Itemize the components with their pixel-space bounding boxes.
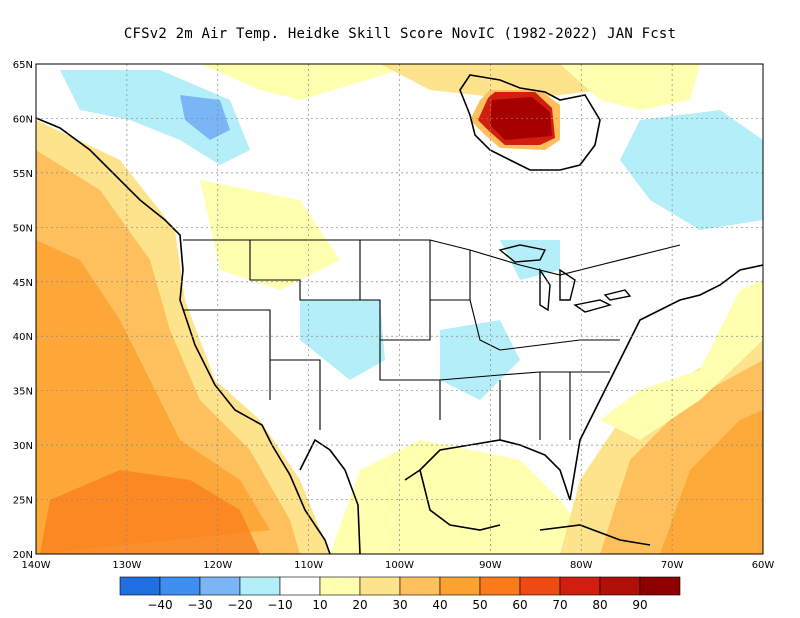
lon-tick-label: 130W [112,560,141,571]
colorbar-swatch [599,576,641,596]
latitude-axis: 65N 60N 55N 50N 45N 40N 35N 30N 25N 20N [13,60,33,561]
lon-tick-label: 120W [203,560,232,571]
colorbar-tick-label: 10 [312,598,327,612]
great-lakes [498,244,632,313]
longitude-axis: 140W 130W 120W 110W 100W 90W 80W 70W 60W [22,560,775,571]
colorbar-labels: −40 −30 −20 −10 10 20 30 40 50 60 70 80 90 [147,598,647,612]
colorbar-tick-label: −40 [147,598,172,612]
lat-tick-label: 55N [13,169,33,180]
gridlines [36,64,763,554]
lon-tick-label: 70W [661,560,684,571]
plot-frame [35,63,764,555]
lat-tick-label: 20N [13,550,33,561]
hudson-bay [459,74,601,171]
colorbar-swatch [519,576,561,596]
lon-tick-label: 60W [752,560,775,571]
colorbar-tick-label: 70 [552,598,567,612]
colorbar-swatch [119,576,161,596]
lat-tick-label: 40N [13,332,33,343]
colorbar-tick-label: 30 [392,598,407,612]
colorbar-swatch [399,576,441,596]
colorbar-swatch [239,576,281,596]
chart-title: CFSv2 2m Air Temp. Heidke Skill Score No… [123,26,677,42]
colorbar-tick-label: 40 [432,598,447,612]
colorbar-swatch [479,576,521,596]
lat-tick-label: 60N [13,114,33,125]
lon-tick-label: 140W [22,560,51,571]
lon-tick-label: 80W [570,560,593,571]
colorbar-swatch [159,576,201,596]
colorbar-tick-label: −20 [227,598,252,612]
lat-tick-label: 30N [13,441,33,452]
colorbar [119,576,681,596]
colorbar-tick-label: 60 [512,598,527,612]
colorbar-swatch [359,576,401,596]
colorbar-tick-label: 90 [632,598,647,612]
coastlines [36,117,763,554]
lon-tick-label: 100W [385,560,414,571]
lat-tick-label: 50N [13,223,33,234]
colorbar-swatch [559,576,601,596]
lon-tick-label: 90W [479,560,502,571]
colorbar-swatch [439,576,481,596]
lat-tick-label: 35N [13,387,33,398]
colorbar-swatch [199,576,241,596]
colorbar-tick-label: 80 [592,598,607,612]
skill-score-field [36,64,763,554]
colorbar-tick-label: 50 [472,598,487,612]
lat-tick-label: 65N [13,60,33,71]
colorbar-swatch [639,576,681,596]
lon-tick-label: 110W [294,560,323,571]
colorbar-swatch [279,576,321,596]
colorbar-tick-label: −30 [187,598,212,612]
colorbar-tick-label: −10 [267,598,292,612]
colorbar-swatch [319,576,361,596]
lat-tick-label: 25N [13,496,33,507]
lat-tick-label: 45N [13,278,33,289]
colorbar-tick-label: 20 [352,598,367,612]
